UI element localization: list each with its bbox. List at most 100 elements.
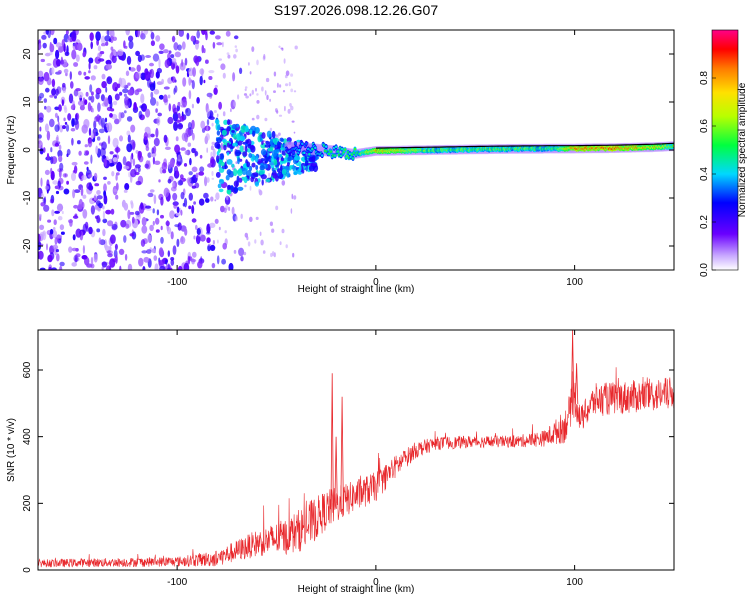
spectrogram-cell bbox=[187, 142, 192, 147]
spectrogram-cell bbox=[270, 144, 276, 148]
spectrogram-cell bbox=[177, 101, 181, 107]
spectrogram-cell bbox=[208, 76, 213, 80]
spectrogram-y-tick-label: 10 bbox=[22, 96, 33, 108]
spectrogram-cell bbox=[123, 235, 127, 243]
spectrogram-cell bbox=[275, 148, 280, 152]
spectrogram-cell bbox=[217, 183, 222, 189]
spectrogram-cell bbox=[153, 255, 158, 261]
spectrogram-cell bbox=[218, 188, 224, 193]
spectrogram-cell bbox=[103, 194, 108, 205]
spectrogram-cell bbox=[128, 35, 134, 42]
spectrogram-cell bbox=[231, 124, 237, 130]
spectrogram-cell bbox=[89, 32, 94, 41]
spectrogram-cell bbox=[70, 81, 74, 89]
spectrogram-cell bbox=[163, 187, 170, 198]
spectrogram-cell bbox=[157, 112, 162, 117]
spectrogram-cell bbox=[156, 101, 159, 107]
spectrogram-cell bbox=[136, 30, 140, 38]
spectrogram-cell bbox=[235, 48, 238, 53]
spectrogram-cell bbox=[231, 206, 235, 215]
spectrogram-cell bbox=[131, 216, 135, 224]
spectrogram-cell bbox=[264, 90, 267, 96]
spectrogram-cell bbox=[109, 151, 114, 155]
spectrogram-cell bbox=[283, 58, 286, 64]
spectrogram-cell bbox=[305, 142, 308, 145]
spectrogram-cell bbox=[170, 54, 175, 59]
spectrogram-cell bbox=[151, 248, 156, 254]
spectrogram-cell bbox=[128, 40, 134, 49]
spectrogram-cell bbox=[195, 224, 198, 231]
spectrogram-cell bbox=[105, 41, 109, 46]
spectrogram-cell bbox=[198, 198, 205, 206]
spectrogram-cell bbox=[101, 81, 107, 89]
spectrogram-cell bbox=[50, 147, 53, 153]
colorbar-frame bbox=[711, 29, 739, 271]
spectrogram-cell bbox=[292, 164, 295, 172]
spectrogram-cell bbox=[82, 245, 85, 254]
spectrogram-cell bbox=[285, 83, 289, 87]
spectrogram-cell bbox=[91, 132, 94, 140]
spectrogram-cell bbox=[71, 137, 74, 146]
spectrogram-cell bbox=[85, 150, 90, 156]
spectrogram-cell bbox=[161, 78, 165, 85]
spectrogram-cell bbox=[77, 91, 84, 99]
spectrogram-cell bbox=[150, 32, 155, 40]
spectrogram-x-tick-label: 100 bbox=[566, 277, 583, 288]
spectrogram-cell bbox=[167, 116, 174, 125]
spectrogram-cell bbox=[294, 142, 297, 145]
spectrogram-cell bbox=[135, 180, 142, 186]
spectrogram-cell bbox=[311, 147, 314, 151]
spectrogram-cell bbox=[52, 244, 59, 250]
spectrogram-cell bbox=[123, 40, 126, 49]
spectrogram-cell bbox=[255, 165, 259, 170]
spectrogram-cell bbox=[54, 95, 57, 99]
spectrogram-cell bbox=[119, 91, 123, 96]
spectrogram-cell bbox=[176, 119, 182, 123]
spectrogram-cell bbox=[222, 72, 226, 79]
spectrogram-cell bbox=[105, 209, 112, 215]
spectrogram-cell bbox=[143, 256, 150, 263]
spectrogram-cell bbox=[88, 62, 91, 70]
spectrogram-cell bbox=[55, 141, 61, 145]
spectrogram-cell bbox=[163, 86, 170, 90]
spectrogram-cell bbox=[105, 63, 112, 70]
spectrogram-cell bbox=[256, 59, 259, 66]
spectrogram-cell bbox=[298, 164, 302, 173]
spectrogram-cell bbox=[149, 68, 155, 79]
spectrogram-cell bbox=[54, 106, 60, 111]
spectrogram-cell bbox=[288, 81, 291, 87]
spectrogram-cell bbox=[145, 55, 152, 58]
spectrogram-cell bbox=[112, 137, 119, 148]
spectrogram-cell bbox=[147, 132, 150, 138]
spectrogram-cell bbox=[260, 239, 264, 246]
spectrogram-cell bbox=[160, 225, 163, 231]
spectrogram-cell bbox=[237, 157, 240, 165]
spectrogram-cell bbox=[62, 125, 66, 130]
spectrogram-cell bbox=[248, 165, 253, 172]
spectrogram-cell bbox=[218, 101, 223, 110]
spectrogram-cell bbox=[51, 156, 58, 165]
spectrogram-cell bbox=[154, 160, 161, 165]
spectrogram-cell bbox=[196, 97, 200, 104]
spectrogram-cell bbox=[351, 157, 355, 160]
spectrogram-cell bbox=[246, 236, 249, 241]
spectrogram-cell bbox=[184, 57, 188, 66]
spectrogram-cell bbox=[44, 105, 47, 110]
spectrogram-cell bbox=[44, 185, 50, 190]
spectrogram-cell bbox=[101, 261, 108, 268]
spectrogram-cell bbox=[50, 167, 53, 175]
spectrogram-cell bbox=[51, 88, 57, 96]
spectrogram-cell bbox=[249, 71, 252, 75]
spectrogram-cell bbox=[96, 228, 101, 233]
spectrogram-cell bbox=[87, 102, 91, 112]
spectrogram-cell bbox=[115, 174, 118, 181]
spectrogram-cell bbox=[171, 57, 177, 64]
spectrogram-cell bbox=[186, 32, 190, 40]
spectrogram-cell bbox=[54, 185, 60, 190]
spectrogram-cell bbox=[209, 162, 212, 166]
spectrogram-cell bbox=[98, 202, 104, 209]
spectrogram-cell bbox=[216, 155, 220, 163]
spectrogram-cell bbox=[49, 198, 55, 204]
spectrogram-cell bbox=[287, 156, 292, 161]
spectrogram-cell bbox=[173, 42, 179, 51]
